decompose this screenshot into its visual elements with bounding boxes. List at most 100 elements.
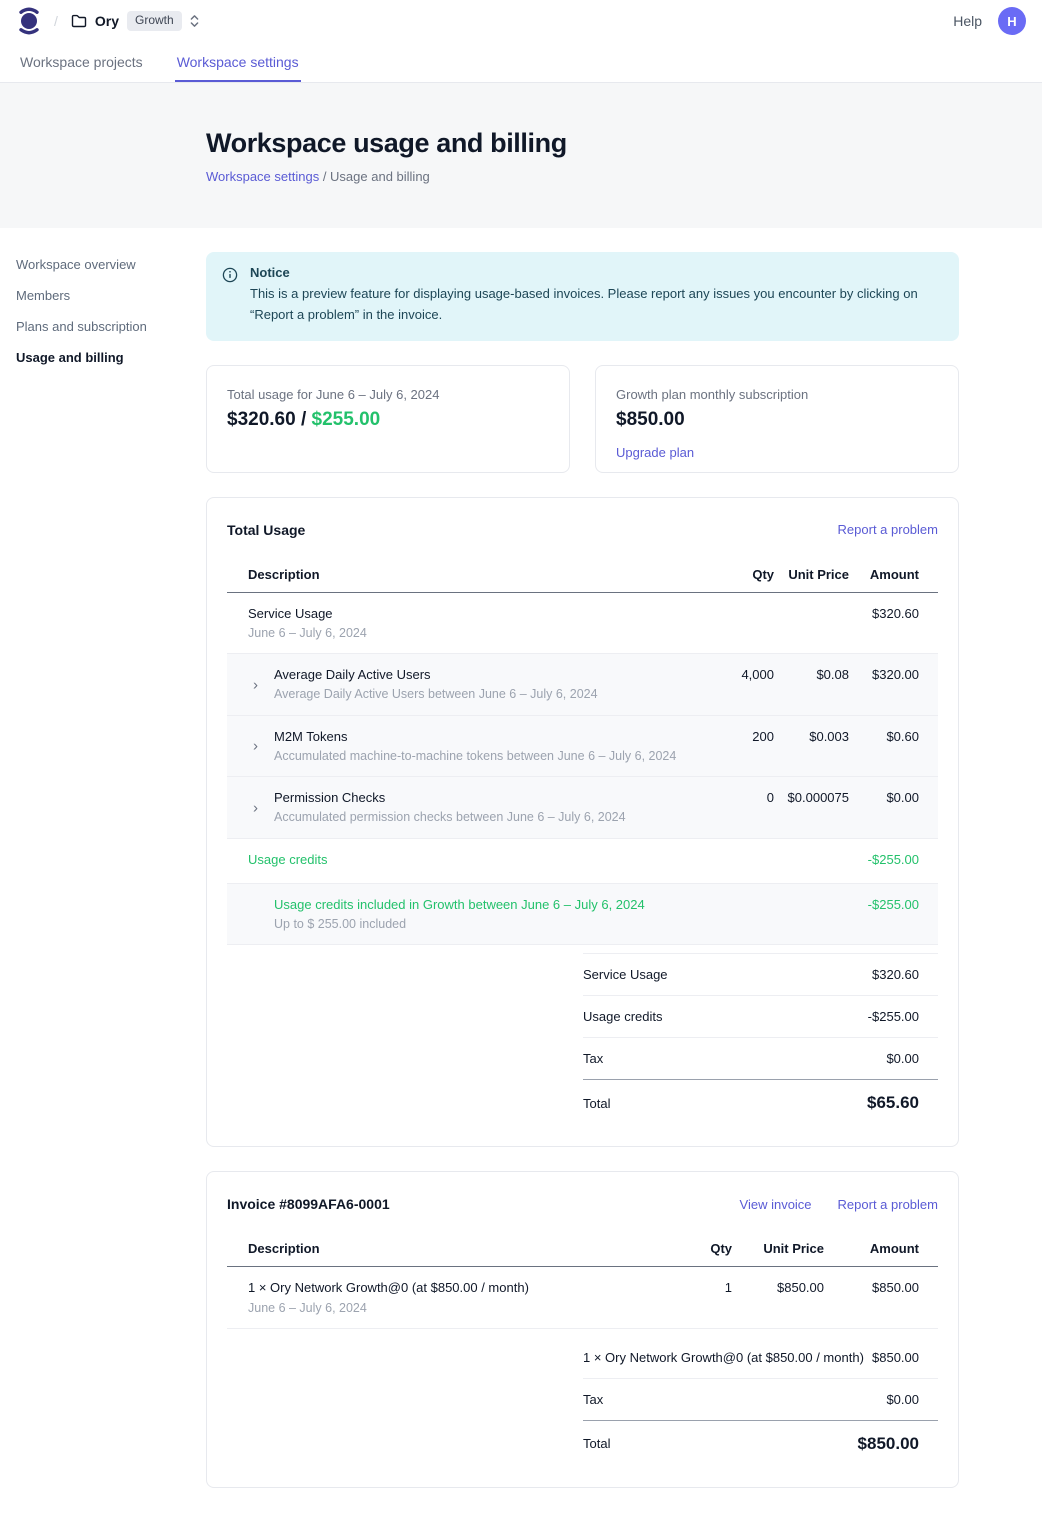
summary-row: Tax $0.00 bbox=[583, 1037, 938, 1079]
summary-row: 1 × Ory Network Growth@0 (at $850.00 / m… bbox=[583, 1337, 938, 1378]
summary-value: $0.00 bbox=[886, 1392, 919, 1407]
chevron-right-icon[interactable]: › bbox=[253, 677, 258, 692]
col-unit-price: Unit Price bbox=[732, 1241, 824, 1256]
avatar[interactable]: H bbox=[998, 7, 1026, 35]
tab-workspace-projects[interactable]: Workspace projects bbox=[18, 42, 145, 82]
row-title: 1 × Ory Network Growth@0 (at $850.00 / m… bbox=[248, 1280, 642, 1296]
col-unit-price: Unit Price bbox=[774, 567, 849, 582]
summary-label: Total bbox=[583, 1436, 610, 1451]
total-usage-value: $320.60 / $255.00 bbox=[227, 409, 549, 431]
summary-value: $65.60 bbox=[867, 1093, 919, 1113]
summary-value: $320.60 bbox=[872, 967, 919, 982]
row-unit-price: $0.000075 bbox=[774, 790, 849, 806]
folder-icon bbox=[71, 14, 87, 28]
chevron-right-icon[interactable]: › bbox=[253, 739, 258, 754]
row-title: Usage credits included in Growth between… bbox=[274, 897, 684, 913]
workspace-tabbar: Workspace projects Workspace settings bbox=[0, 42, 1042, 83]
invoice-table: Description Qty Unit Price Amount 1 × Or… bbox=[227, 1231, 938, 1467]
total-usage-label: Total usage for June 6 – July 6, 2024 bbox=[227, 387, 549, 402]
col-amount: Amount bbox=[849, 567, 919, 582]
top-bar: / Ory Growth Help H bbox=[0, 0, 1042, 42]
settings-sidebar: Workspace overview Members Plans and subsc… bbox=[0, 228, 206, 1528]
summary-label: Total bbox=[583, 1096, 610, 1111]
invoice-panel: Invoice #8099AFA6-0001 View invoice Repo… bbox=[206, 1171, 959, 1488]
tab-workspace-settings[interactable]: Workspace settings bbox=[175, 42, 301, 82]
invoice-panel-title: Invoice #8099AFA6-0001 bbox=[227, 1196, 390, 1212]
row-title: Usage credits bbox=[248, 852, 684, 868]
chevron-right-icon[interactable]: › bbox=[253, 800, 258, 815]
summary-label: Tax bbox=[583, 1392, 603, 1407]
row-qty: 200 bbox=[684, 729, 774, 745]
main-content: Notice This is a preview feature for dis… bbox=[206, 228, 959, 1528]
usage-table-header: Description Qty Unit Price Amount bbox=[227, 557, 938, 593]
table-row: Usage credits -$255.00 bbox=[227, 839, 938, 884]
summary-value: -$255.00 bbox=[868, 1009, 919, 1024]
row-qty: 1 bbox=[642, 1280, 732, 1296]
row-amount: $320.00 bbox=[849, 667, 919, 683]
page-title: Workspace usage and billing bbox=[206, 128, 1042, 159]
preview-notice: Notice This is a preview feature for dis… bbox=[206, 252, 959, 341]
usage-panel: Total Usage Report a problem Description… bbox=[206, 497, 959, 1148]
notice-title: Notice bbox=[250, 265, 943, 280]
summary-label: Service Usage bbox=[583, 967, 668, 982]
table-row[interactable]: › Permission Checks Accumulated permissi… bbox=[227, 777, 938, 839]
view-invoice-link[interactable]: View invoice bbox=[740, 1197, 812, 1212]
sidebar-item-members[interactable]: Members bbox=[16, 286, 206, 305]
row-amount: -$255.00 bbox=[849, 852, 919, 868]
usage-table: Description Qty Unit Price Amount Servic… bbox=[227, 557, 938, 1127]
breadcrumb-link-workspace-settings[interactable]: Workspace settings bbox=[206, 169, 319, 184]
row-subtitle: June 6 – July 6, 2024 bbox=[248, 1300, 642, 1316]
report-problem-link[interactable]: Report a problem bbox=[838, 522, 938, 537]
info-icon bbox=[222, 267, 238, 326]
report-problem-link[interactable]: Report a problem bbox=[838, 1197, 938, 1212]
row-amount: $0.00 bbox=[849, 790, 919, 806]
summary-total-row: Total $65.60 bbox=[583, 1079, 938, 1126]
summary-row: Service Usage $320.60 bbox=[583, 953, 938, 995]
row-subtitle: Up to $ 255.00 included bbox=[274, 916, 684, 932]
usage-panel-title: Total Usage bbox=[227, 522, 305, 538]
col-description: Description bbox=[248, 1241, 642, 1256]
row-title: Service Usage bbox=[248, 606, 684, 622]
sidebar-item-usage-and-billing[interactable]: Usage and billing bbox=[16, 348, 206, 367]
invoice-summary: 1 × Ory Network Growth@0 (at $850.00 / m… bbox=[583, 1337, 938, 1467]
subscription-card: Growth plan monthly subscription $850.00… bbox=[595, 365, 959, 473]
total-usage-card: Total usage for June 6 – July 6, 2024 $3… bbox=[206, 365, 570, 473]
table-row: 1 × Ory Network Growth@0 (at $850.00 / m… bbox=[227, 1267, 938, 1329]
summary-row: Usage credits -$255.00 bbox=[583, 995, 938, 1037]
col-amount: Amount bbox=[824, 1241, 919, 1256]
row-title: Permission Checks bbox=[274, 790, 684, 806]
table-row: Service Usage June 6 – July 6, 2024 $320… bbox=[227, 593, 938, 655]
col-qty: Qty bbox=[642, 1241, 732, 1256]
row-qty: 0 bbox=[684, 790, 774, 806]
row-unit-price: $850.00 bbox=[732, 1280, 824, 1296]
usage-summary: Service Usage $320.60 Usage credits -$25… bbox=[583, 953, 938, 1126]
summary-label: Tax bbox=[583, 1051, 603, 1066]
subscription-label: Growth plan monthly subscription bbox=[616, 387, 938, 402]
table-row[interactable]: › Average Daily Active Users Average Dai… bbox=[227, 654, 938, 716]
row-qty: 4,000 bbox=[684, 667, 774, 683]
row-unit-price: $0.003 bbox=[774, 729, 849, 745]
table-row[interactable]: › M2M Tokens Accumulated machine-to-mach… bbox=[227, 716, 938, 778]
notice-body: This is a preview feature for displaying… bbox=[250, 284, 943, 326]
workspace-name[interactable]: Ory bbox=[95, 13, 119, 29]
row-amount: $850.00 bbox=[824, 1280, 919, 1296]
upgrade-plan-link[interactable]: Upgrade plan bbox=[616, 445, 694, 460]
sidebar-item-workspace-overview[interactable]: Workspace overview bbox=[16, 255, 206, 274]
help-link[interactable]: Help bbox=[953, 13, 982, 29]
summary-total-row: Total $850.00 bbox=[583, 1420, 938, 1467]
page-header: Workspace usage and billing Workspace se… bbox=[0, 83, 1042, 228]
breadcrumb-separator: / bbox=[54, 13, 58, 29]
workspace-switcher-icon[interactable] bbox=[189, 14, 200, 28]
summary-label: Usage credits bbox=[583, 1009, 662, 1024]
summary-value: $850.00 bbox=[858, 1434, 919, 1454]
row-subtitle: June 6 – July 6, 2024 bbox=[248, 625, 684, 641]
usage-credit-limit: $255.00 bbox=[312, 409, 381, 430]
table-row: Usage credits included in Growth between… bbox=[227, 884, 938, 946]
ory-logo-icon[interactable] bbox=[16, 6, 42, 36]
summary-value: $0.00 bbox=[886, 1051, 919, 1066]
row-amount: $0.60 bbox=[849, 729, 919, 745]
plan-badge: Growth bbox=[127, 11, 182, 30]
row-subtitle: Accumulated machine-to-machine tokens be… bbox=[274, 748, 684, 764]
row-unit-price: $0.08 bbox=[774, 667, 849, 683]
sidebar-item-plans-and-subscription[interactable]: Plans and subscription bbox=[16, 317, 206, 336]
